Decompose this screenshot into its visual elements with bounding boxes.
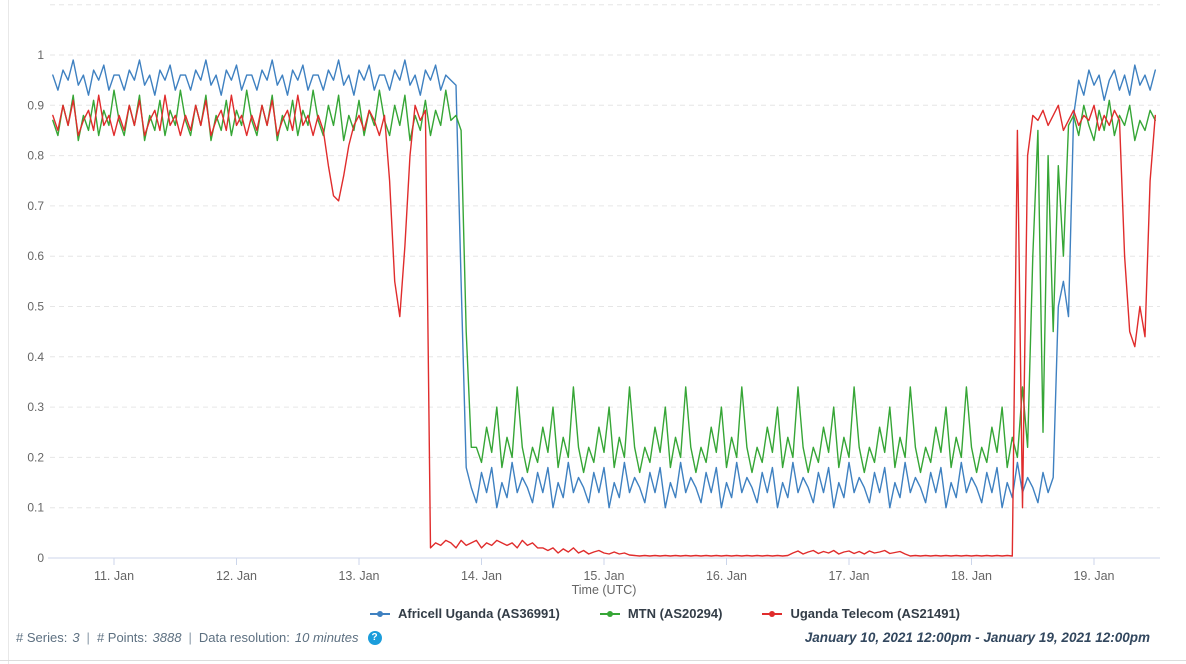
chart-footer: # Series: 3 | # Points: 3888 | Data reso…	[16, 630, 1150, 645]
legend-item-mtn[interactable]: MTN (AS20294)	[599, 606, 723, 621]
svg-text:11. Jan: 11. Jan	[94, 569, 134, 583]
resolution-value: 10 minutes	[294, 630, 359, 645]
svg-text:0.1: 0.1	[27, 501, 44, 515]
svg-text:17. Jan: 17. Jan	[828, 569, 869, 583]
date-range: January 10, 2021 12:00pm - January 19, 2…	[804, 630, 1150, 645]
svg-text:0.7: 0.7	[27, 199, 44, 213]
svg-text:0.8: 0.8	[27, 149, 44, 163]
svg-text:16. Jan: 16. Jan	[706, 569, 747, 583]
svg-text:0.4: 0.4	[27, 350, 44, 364]
points-count-value: 3888	[152, 630, 182, 645]
separator: |	[188, 630, 192, 645]
svg-text:0.6: 0.6	[27, 249, 44, 263]
svg-text:0.9: 0.9	[27, 98, 44, 112]
svg-text:15. Jan: 15. Jan	[583, 569, 624, 583]
svg-text:0.3: 0.3	[27, 400, 44, 414]
resolution-label: Data resolution:	[198, 630, 290, 645]
panel-left-border	[8, 0, 9, 664]
legend-label: Uganda Telecom (AS21491)	[790, 606, 961, 621]
x-axis-title: Time (UTC)	[571, 583, 637, 597]
mtn-series-marker-icon	[599, 610, 620, 617]
legend-item-africell[interactable]: Africell Uganda (AS36991)	[369, 606, 560, 621]
svg-text:18. Jan: 18. Jan	[951, 569, 992, 583]
legend-item-uganda-telecom[interactable]: Uganda Telecom (AS21491)	[762, 606, 960, 621]
svg-text:12. Jan: 12. Jan	[216, 569, 257, 583]
svg-text:0.2: 0.2	[27, 450, 44, 464]
svg-text:1: 1	[37, 48, 44, 62]
svg-text:14. Jan: 14. Jan	[461, 569, 502, 583]
timeseries-plot[interactable]: 11. Jan 12. Jan 13. Jan 14. Jan 15. Jan 16. J…	[0, 0, 1186, 600]
series-count-value: 3	[72, 630, 80, 645]
chart-stats: # Series: 3 | # Points: 3888 | Data reso…	[16, 630, 382, 645]
panel-bottom-border	[0, 660, 1186, 661]
svg-text:0.5: 0.5	[27, 300, 44, 314]
legend-label: Africell Uganda (AS36991)	[397, 606, 560, 621]
svg-text:19. Jan: 19. Jan	[1073, 569, 1114, 583]
separator: |	[86, 630, 90, 645]
help-icon[interactable]: ?	[367, 630, 382, 645]
points-count-label: # Points:	[96, 630, 148, 645]
series-count-label: # Series:	[16, 630, 68, 645]
svg-text:0: 0	[37, 551, 44, 565]
chart-legend: Africell Uganda (AS36991) MTN (AS20294) …	[72, 606, 1186, 621]
legend-label: MTN (AS20294)	[627, 606, 723, 621]
uganda-telecom-series-marker-icon	[762, 610, 783, 617]
svg-text:13. Jan: 13. Jan	[338, 569, 379, 583]
africell-series-marker-icon	[369, 610, 390, 617]
